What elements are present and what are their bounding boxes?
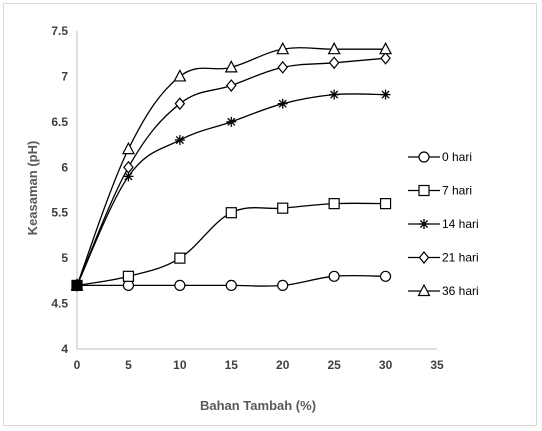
data-point (174, 135, 185, 146)
marker-stroke (124, 172, 133, 181)
data-point (174, 252, 186, 264)
data-point (226, 79, 237, 92)
series-layer (70, 41, 393, 292)
x-tick-label: 30 (379, 358, 393, 372)
series-0-hari (71, 270, 392, 291)
data-point (328, 270, 340, 282)
data-point (327, 41, 341, 55)
data-point (70, 278, 84, 291)
y-tick-label: 7 (61, 69, 68, 83)
x-tick-label: 25 (327, 358, 341, 372)
data-point (328, 56, 340, 70)
legend-entry: 21 hari (408, 251, 479, 265)
y-tick-label: 6 (61, 160, 68, 174)
axes: 0 5 10 15 20 25 30 35 4 4.5 5 5.5 6 6.5 7 7.5 (51, 24, 444, 372)
data-point (277, 202, 289, 214)
data-point (225, 279, 237, 291)
legend-entry: 36 hari (408, 283, 479, 298)
marker-stroke (381, 90, 390, 99)
series-14-hari (72, 89, 391, 291)
y-tick-label: 7.5 (51, 24, 68, 38)
data-point (225, 207, 237, 219)
data-point (174, 279, 186, 291)
data-point (226, 116, 237, 127)
y-tick-label: 5 (61, 251, 68, 265)
legend-entry: 0 hari (408, 150, 472, 164)
marker-stroke (419, 219, 429, 229)
data-point (380, 89, 391, 100)
y-tick-label: 4.5 (51, 297, 68, 311)
marker-stroke (227, 117, 236, 126)
x-tick-label: 5 (125, 358, 132, 372)
data-point (123, 160, 134, 174)
data-point (173, 69, 187, 82)
data-point (174, 97, 186, 111)
data-point (122, 270, 135, 282)
data-point (277, 60, 288, 74)
x-tick-label: 15 (225, 358, 239, 372)
data-point (121, 141, 135, 155)
data-point (379, 270, 392, 282)
legend-label: 7 hari (442, 184, 472, 198)
chart-area (3, 3, 537, 426)
x-tick-label: 10 (173, 358, 187, 372)
x-axis-title: Bahan Tambah (%) (200, 398, 316, 413)
data-point (379, 41, 393, 55)
series-line (76, 57, 386, 286)
data-point (277, 98, 288, 109)
legend-label: 21 hari (442, 251, 479, 265)
legend: 0 hari 7 hari 14 hari 21 hari 36 hari (408, 150, 479, 298)
x-tick-label: 0 (74, 358, 81, 372)
data-point (277, 279, 289, 291)
data-point (328, 198, 340, 210)
y-tick-label: 4 (61, 342, 68, 356)
data-point (224, 60, 238, 73)
data-point (380, 51, 391, 65)
series-21-hari (71, 51, 391, 292)
marker-stroke (278, 99, 287, 108)
legend-label: 14 hari (442, 217, 479, 231)
data-point (329, 89, 340, 100)
legend-marker (418, 151, 430, 163)
x-tick-label: 20 (276, 358, 290, 372)
y-axis-title: Keasaman (pH) (25, 141, 40, 236)
legend-label: 36 hari (442, 284, 479, 298)
legend-marker (418, 184, 430, 197)
legend-marker (418, 251, 430, 264)
legend-marker (419, 219, 429, 229)
y-tick-label: 5.5 (51, 206, 68, 220)
data-point (276, 41, 290, 55)
data-point (123, 171, 134, 182)
y-tick-label: 6.5 (51, 115, 68, 129)
legend-label: 0 hari (442, 150, 472, 164)
marker-stroke (330, 90, 339, 99)
series-36-hari (70, 41, 393, 291)
series-7-hari (71, 198, 392, 291)
marker-stroke (175, 135, 184, 145)
legend-entry: 14 hari (408, 217, 479, 231)
legend-entry: 7 hari (408, 184, 472, 198)
x-tick-label: 35 (430, 358, 444, 372)
legend-marker (417, 283, 431, 297)
data-point (379, 198, 392, 210)
